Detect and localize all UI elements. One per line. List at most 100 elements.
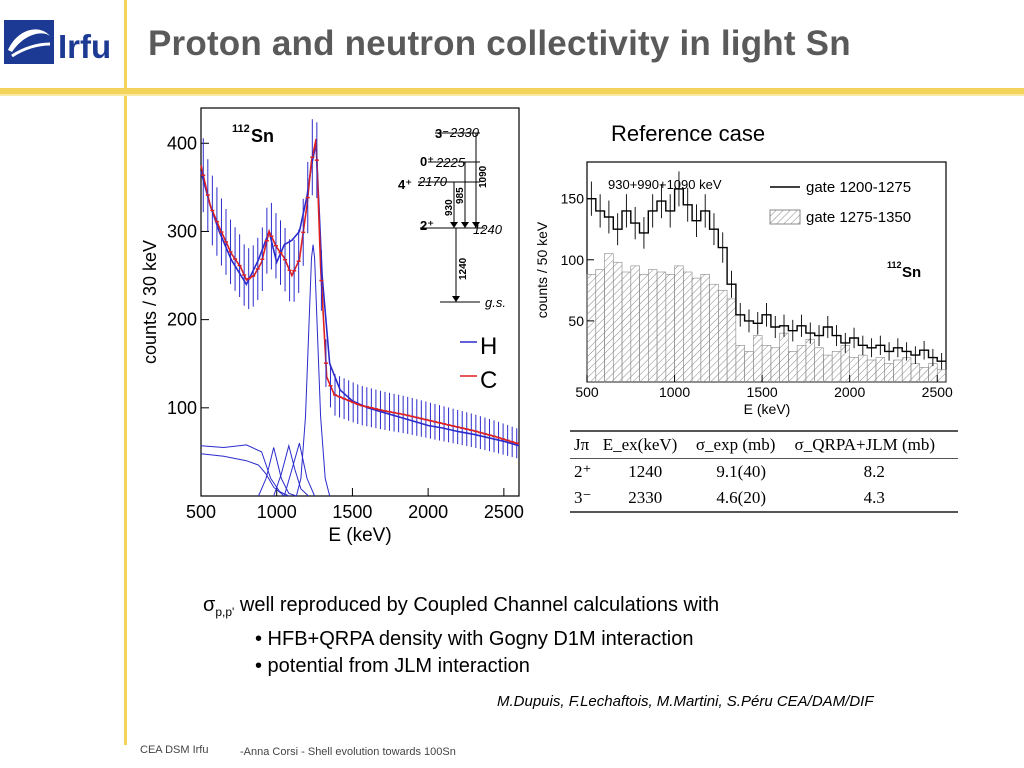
- level-2225-energy: 2225: [435, 155, 466, 170]
- table-row: 3⁻ 2330 4.6(20) 4.3: [570, 485, 958, 512]
- left-series-component-3: [258, 447, 297, 497]
- ref-hatched-bar: [595, 269, 605, 383]
- left-isotope-symbol: Sn: [251, 126, 274, 146]
- table-header-jpi: Jπ: [574, 435, 590, 454]
- table-header-row: Jπ E_ex(keV) σ_exp (mb) σ_QRPA+JLM (mb): [570, 431, 958, 459]
- table-cell: 4.6(20): [716, 488, 766, 507]
- ref-hatched-bar: [718, 290, 728, 383]
- ref-hatched-bar: [796, 345, 807, 383]
- bullet-item: • potential from JLM interaction: [255, 655, 530, 677]
- logo-swoosh-icon: [8, 29, 50, 52]
- left-x-tick-label: 1000: [257, 502, 297, 522]
- ref-annotation: 930+990+1090 keV: [608, 177, 722, 192]
- vertical-divider: [124, 0, 127, 745]
- ref-x-tick-label: 2500: [922, 384, 953, 400]
- ref-legend-hatched-label: gate 1275-1350: [806, 209, 911, 226]
- level-2170-jpi: 4⁺: [398, 177, 412, 192]
- footer-organization: CEA DSM Irfu: [140, 744, 209, 756]
- ref-hatched-bar: [849, 357, 859, 383]
- ref-hatched-bar: [884, 363, 894, 383]
- ref-hatched-bar: [735, 345, 745, 383]
- ref-hatched-bar: [647, 269, 658, 383]
- horizontal-divider-light: [0, 94, 1024, 96]
- ref-isotope-symbol: Sn: [902, 264, 921, 281]
- ref-hatched-bar: [875, 357, 886, 383]
- left-series-component-4: [273, 443, 309, 497]
- transition-930-head: [450, 222, 458, 228]
- ref-hatched-bar: [604, 253, 614, 383]
- ref-legend-hatched-swatch: [769, 209, 801, 225]
- page-title: Proton and neutron collectivity in light…: [148, 24, 851, 63]
- table-cell: 8.2: [863, 462, 885, 481]
- horizontal-divider: [0, 88, 1024, 94]
- ref-y-tick-label: 100: [561, 252, 585, 268]
- authors-credit: M.Dupuis, F.Lechaftois, M.Martini, S.Pér…: [497, 693, 874, 710]
- sigma-subscript: p,p': [215, 605, 235, 619]
- level-2330-jpi: 3⁻: [435, 126, 449, 141]
- level-1240-energy: 1240: [473, 222, 503, 237]
- left-series-gauss-1240: [295, 244, 331, 497]
- left-x-tick-label: 500: [186, 502, 216, 522]
- ref-hatched-bar: [674, 265, 684, 383]
- transition-1090-label: 1090: [478, 165, 489, 188]
- ref-hatched-bar: [639, 274, 649, 383]
- ref-hatched-bar: [621, 271, 632, 383]
- left-x-tick-label: 2500: [484, 502, 524, 522]
- ref-x-tick-label: 1000: [659, 384, 690, 400]
- ref-hatched-bar: [814, 347, 824, 383]
- summary-text: σp,p' well reproduced by Coupled Channel…: [203, 592, 719, 680]
- ref-hatched-bar: [700, 274, 710, 383]
- left-isotope-mass: 112: [232, 123, 250, 135]
- level-1240-jpi: 2⁺: [420, 218, 434, 233]
- ref-hatched-bar: [893, 359, 903, 383]
- ref-hatched-bar: [936, 369, 947, 383]
- ref-xlabel: E (keV): [744, 401, 791, 417]
- transition-1240-head: [452, 296, 460, 302]
- level-gs-label: g.s.: [485, 295, 506, 310]
- ref-hatched-bar: [612, 261, 623, 383]
- ref-legend-line-label: gate 1200-1275: [806, 179, 911, 196]
- left-y-tick-label: 100: [167, 398, 197, 418]
- ref-hatched-bar: [788, 351, 798, 383]
- transition-985-label: 985: [455, 187, 466, 204]
- ref-hatched-bar: [586, 274, 597, 383]
- cross-section-table: Jπ E_ex(keV) σ_exp (mb) σ_QRPA+JLM (mb) …: [570, 430, 958, 513]
- ref-hatched-bar: [726, 298, 737, 383]
- transition-1090-head: [472, 222, 480, 228]
- summary-lead-text: well reproduced by Coupled Channel calcu…: [239, 594, 720, 616]
- ref-hatched-bar: [910, 363, 921, 383]
- left-x-tick-label: 1500: [332, 502, 372, 522]
- left-spectrum-chart: 500 1000 1500 2000 2500 100 200 300 400 3⁻ 2330 …: [140, 107, 524, 546]
- left-xlabel: E (keV): [328, 525, 391, 546]
- ref-hatched-bar: [919, 367, 929, 383]
- footer-text: -Anna Corsi - Shell evolution towards 10…: [240, 746, 456, 758]
- ref-hatched-bar: [665, 274, 675, 383]
- legend-h-label: H: [480, 333, 497, 360]
- transition-930-label: 930: [444, 199, 455, 216]
- left-y-tick-label: 400: [167, 133, 197, 153]
- table-cell: 3⁻: [574, 488, 592, 507]
- ref-hatched-bar: [866, 359, 877, 383]
- left-x-tick-label: 2000: [408, 502, 448, 522]
- level-2330-energy: 2330: [449, 125, 480, 140]
- left-ylabel: counts / 30 keV: [140, 240, 160, 364]
- level-2225-jpi: 0⁺: [420, 154, 434, 169]
- level-2170-energy: 2170: [417, 174, 448, 189]
- ref-hatched-bar: [709, 283, 719, 383]
- sigma-symbol: σ: [203, 594, 216, 616]
- table-cell: 9.1(40): [716, 462, 766, 481]
- bullet-item: • HFB+QRPA density with Gogny D1M intera…: [255, 628, 694, 650]
- ref-hatched-bar: [831, 351, 842, 383]
- table-header-eex: E_ex(keV): [602, 435, 678, 454]
- table-row: 2⁺ 1240 9.1(40) 8.2: [570, 459, 958, 486]
- table-header-sigma-exp: σ_exp (mb): [695, 435, 776, 454]
- ref-x-tick-label: 2000: [834, 384, 865, 400]
- ref-hatched-bar: [858, 354, 868, 383]
- level-scheme: 3⁻ 2330 0⁺ 2225 4⁺ 2170 2⁺ 1240 g.s. 109…: [398, 125, 506, 310]
- left-series-component-5: [283, 442, 316, 497]
- ref-hatched-bar: [805, 338, 815, 383]
- summary-lead: σp,p' well reproduced by Coupled Channel…: [203, 592, 719, 626]
- ref-x-tick-label: 1500: [747, 384, 778, 400]
- transition-1240-label: 1240: [458, 257, 469, 280]
- ref-hatched-bar: [928, 363, 938, 383]
